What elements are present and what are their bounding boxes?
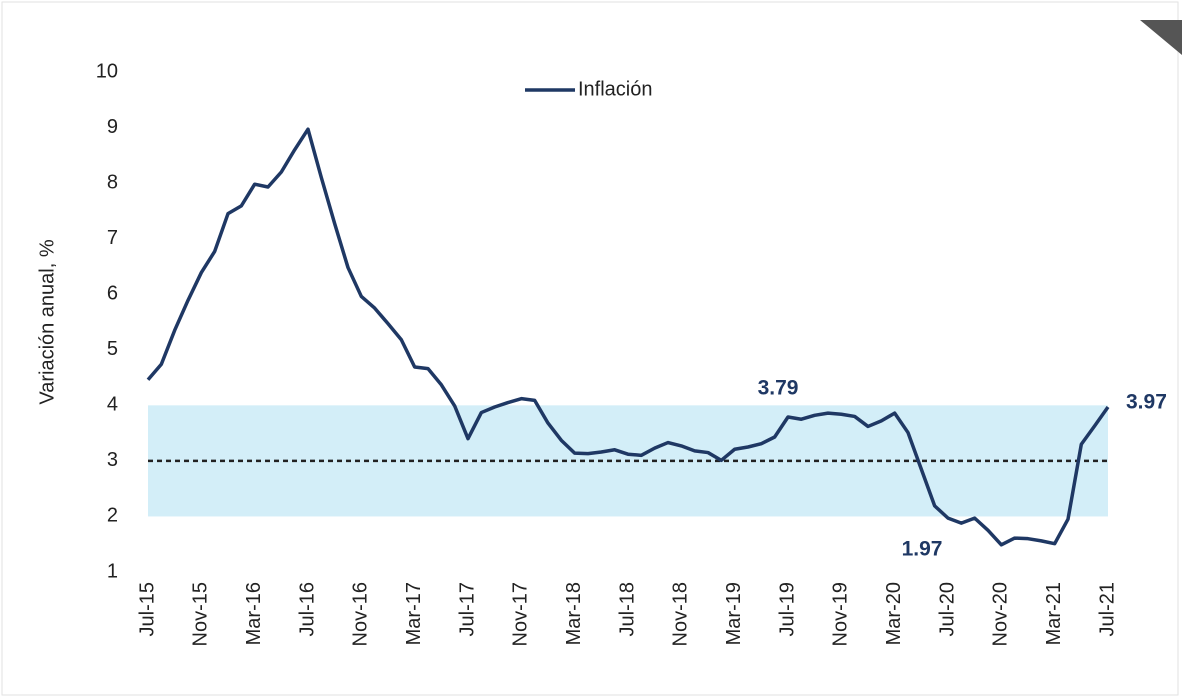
data-label: 3.97 — [1126, 391, 1167, 414]
y-tick-label: 5 — [107, 338, 118, 360]
x-tick-label: Jul-18 — [616, 582, 638, 636]
data-label: 3.79 — [758, 377, 799, 400]
x-tick-label: Jul-19 — [776, 582, 798, 636]
x-tick-label: Nov-18 — [670, 582, 692, 646]
y-tick-label: 8 — [107, 171, 118, 193]
data-label: 1.97 — [902, 538, 943, 561]
x-tick-label: Nov-20 — [990, 582, 1012, 646]
x-tick-label: Mar-16 — [243, 582, 265, 645]
x-tick-label: Nov-17 — [510, 582, 532, 646]
y-axis-label: Variación anual, % — [36, 239, 58, 405]
y-tick-label: 1 — [107, 560, 118, 582]
legend-label: Inflación — [578, 78, 653, 100]
x-tick-label: Mar-21 — [1043, 582, 1065, 645]
x-tick-label: Mar-17 — [403, 582, 425, 645]
x-tick-label: Nov-15 — [190, 582, 212, 646]
x-tick-label: Mar-18 — [563, 582, 585, 645]
x-tick-label: Jul-17 — [456, 582, 478, 636]
x-tick-label: Nov-19 — [830, 582, 852, 646]
y-tick-label: 4 — [107, 394, 118, 416]
x-tick-label: Jul-16 — [296, 582, 318, 636]
y-tick-label: 10 — [96, 60, 118, 82]
x-tick-label: Jul-15 — [136, 582, 158, 636]
x-tick-label: Jul-20 — [936, 582, 958, 636]
y-tick-label: 2 — [107, 505, 118, 527]
series-line — [146, 127, 1110, 547]
x-tick-label: Jul-21 — [1096, 582, 1118, 636]
y-tick-label: 9 — [107, 116, 118, 138]
x-tick-label: Nov-16 — [350, 582, 372, 646]
x-tick-label: Mar-20 — [883, 582, 905, 645]
y-tick-label: 3 — [107, 449, 118, 471]
y-tick-label: 7 — [107, 227, 118, 249]
x-tick-label: Mar-19 — [723, 582, 745, 645]
corner-icon — [1140, 20, 1182, 55]
y-tick-label: 6 — [107, 283, 118, 305]
